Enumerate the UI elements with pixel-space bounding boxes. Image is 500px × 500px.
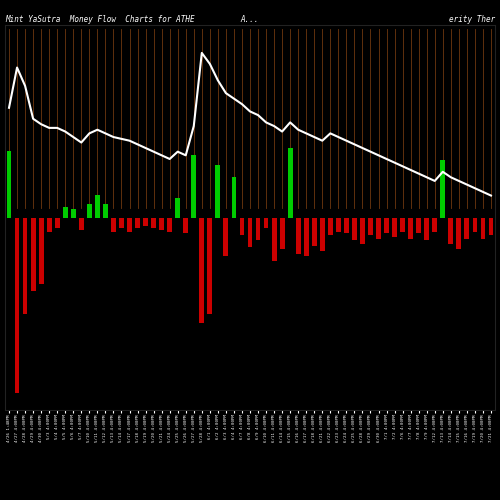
Bar <box>296 218 300 254</box>
Bar <box>248 218 252 247</box>
Bar <box>176 198 180 218</box>
Bar <box>119 218 124 228</box>
Bar <box>320 218 324 251</box>
Bar <box>127 218 132 232</box>
Bar <box>151 218 156 228</box>
Bar <box>392 218 397 237</box>
Bar <box>232 178 236 218</box>
Bar <box>480 218 486 238</box>
Bar <box>103 204 108 218</box>
Bar <box>440 160 445 218</box>
Bar <box>208 218 212 314</box>
Bar <box>168 218 172 232</box>
Bar <box>256 218 260 240</box>
Bar <box>143 218 148 226</box>
Bar <box>456 218 462 249</box>
Bar <box>432 218 437 232</box>
Bar <box>71 209 76 218</box>
Bar <box>47 218 52 232</box>
Bar <box>200 218 204 322</box>
Bar <box>111 218 116 232</box>
Bar <box>400 218 405 232</box>
Bar <box>224 218 228 256</box>
Text: erity Ther: erity Ther <box>449 15 495 24</box>
Bar <box>216 165 220 218</box>
Bar <box>464 218 469 238</box>
Bar <box>336 218 341 232</box>
Bar <box>312 218 316 246</box>
Bar <box>14 218 20 392</box>
Bar <box>352 218 357 240</box>
Bar <box>30 218 36 291</box>
Text: A...: A... <box>241 15 259 24</box>
Bar <box>288 148 292 218</box>
Bar <box>63 207 68 218</box>
Bar <box>448 218 453 244</box>
Bar <box>376 218 381 238</box>
Bar <box>280 218 284 249</box>
Text: Mint YaSutra  Money Flow  Charts for ATHE: Mint YaSutra Money Flow Charts for ATHE <box>5 15 194 24</box>
Bar <box>344 218 349 233</box>
Bar <box>159 218 164 230</box>
Bar <box>272 218 276 261</box>
Bar <box>95 194 100 218</box>
Bar <box>135 218 140 228</box>
Bar <box>368 218 373 235</box>
Bar <box>22 218 28 314</box>
Bar <box>424 218 429 240</box>
Bar <box>264 218 268 228</box>
Bar <box>360 218 365 244</box>
Bar <box>240 218 244 235</box>
Bar <box>38 218 44 284</box>
Bar <box>416 218 421 233</box>
Bar <box>87 204 92 218</box>
Bar <box>488 218 494 235</box>
Bar <box>328 218 332 235</box>
Bar <box>472 218 478 232</box>
Bar <box>184 218 188 233</box>
Bar <box>304 218 308 256</box>
Bar <box>192 154 196 218</box>
Bar <box>6 151 12 218</box>
Bar <box>408 218 413 238</box>
Bar <box>79 218 84 230</box>
Bar <box>55 218 60 228</box>
Bar <box>384 218 389 233</box>
